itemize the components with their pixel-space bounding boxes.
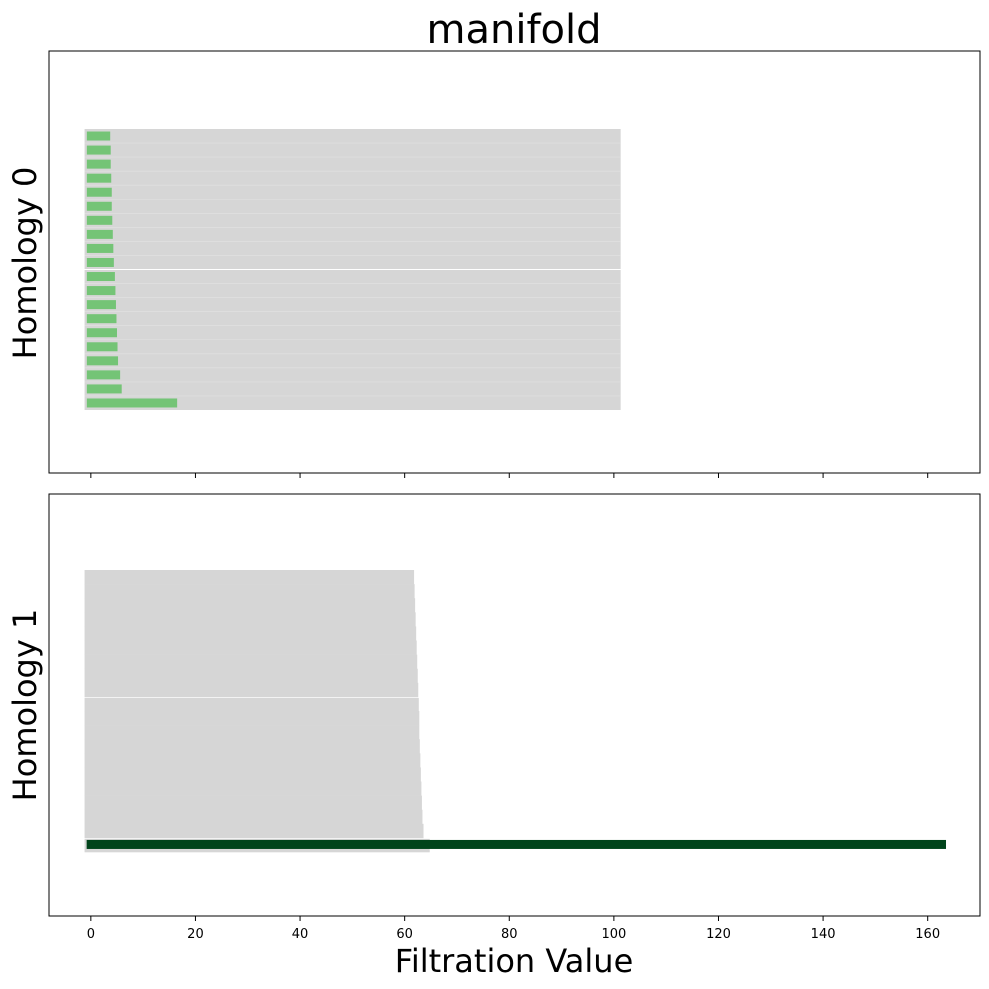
background-row — [84, 584, 415, 599]
homology-0-bar — [86, 328, 117, 338]
homology-0-bar — [86, 229, 113, 239]
homology-1-bars — [86, 839, 947, 849]
homology-0-bar — [86, 286, 116, 296]
homology-0-bar — [86, 187, 112, 197]
homology-0-bar — [86, 356, 119, 366]
homology-1-panel: Homology 1 0 20 40 60 80 100 120 140 160 — [6, 493, 981, 942]
homology-0-bar — [86, 257, 114, 267]
homology-0-bar — [86, 131, 111, 141]
homology-0-panel: Homology 0 — [6, 50, 981, 478]
homology-0-bars — [86, 131, 178, 408]
homology-0-bar — [86, 314, 117, 324]
homology-0-bar — [86, 243, 114, 253]
background-row — [84, 781, 422, 796]
homology-0-bar — [86, 398, 178, 408]
x-tick-label: 0 — [87, 927, 95, 942]
homology-0-ylabel: Homology 0 — [6, 167, 44, 360]
homology-0-x-ticks — [90, 473, 929, 478]
homology-0-bar — [86, 215, 113, 225]
background-row — [84, 598, 416, 613]
homology-1-bar — [86, 839, 947, 849]
background-row — [84, 711, 420, 726]
background-row — [84, 682, 419, 698]
homology-0-bar — [86, 159, 111, 169]
background-row — [84, 725, 420, 740]
background-row — [84, 570, 415, 585]
homology-0-bar — [86, 384, 122, 394]
background-row — [84, 823, 424, 839]
x-axis-label: Filtration Value — [395, 942, 634, 980]
background-row — [84, 612, 416, 627]
homology-0-bar — [86, 300, 116, 310]
background-row — [84, 767, 421, 782]
x-tick-label: 80 — [501, 927, 518, 942]
x-tick-label: 40 — [292, 927, 309, 942]
background-row — [84, 626, 417, 641]
homology-1-ylabel: Homology 1 — [6, 609, 44, 802]
background-row — [84, 697, 419, 712]
homology-0-bar — [86, 201, 112, 211]
background-row — [84, 739, 420, 754]
homology-0-bar — [86, 342, 118, 352]
background-row — [84, 809, 423, 825]
x-axis-ticks: 0 20 40 60 80 100 120 140 160 — [87, 916, 940, 942]
homology-0-bar — [86, 370, 121, 380]
x-tick-label: 140 — [811, 927, 836, 942]
homology-0-bar — [86, 272, 115, 282]
homology-0-background — [84, 129, 621, 410]
x-tick-label: 120 — [706, 927, 731, 942]
background-row — [84, 753, 421, 768]
chart-title: manifold — [427, 7, 602, 53]
background-row — [84, 668, 418, 684]
x-tick-label: 100 — [601, 927, 626, 942]
homology-0-bar — [86, 173, 112, 183]
background-row — [84, 654, 418, 669]
homology-0-axes-frame — [48, 50, 981, 474]
homology-1-background — [84, 570, 430, 853]
homology-1-axes-frame — [48, 493, 981, 917]
background-row — [84, 795, 422, 810]
x-tick-label: 160 — [915, 927, 940, 942]
homology-0-bar — [86, 145, 111, 155]
x-tick-label: 20 — [187, 927, 204, 942]
background-row — [84, 640, 417, 655]
x-tick-label: 60 — [396, 927, 413, 942]
